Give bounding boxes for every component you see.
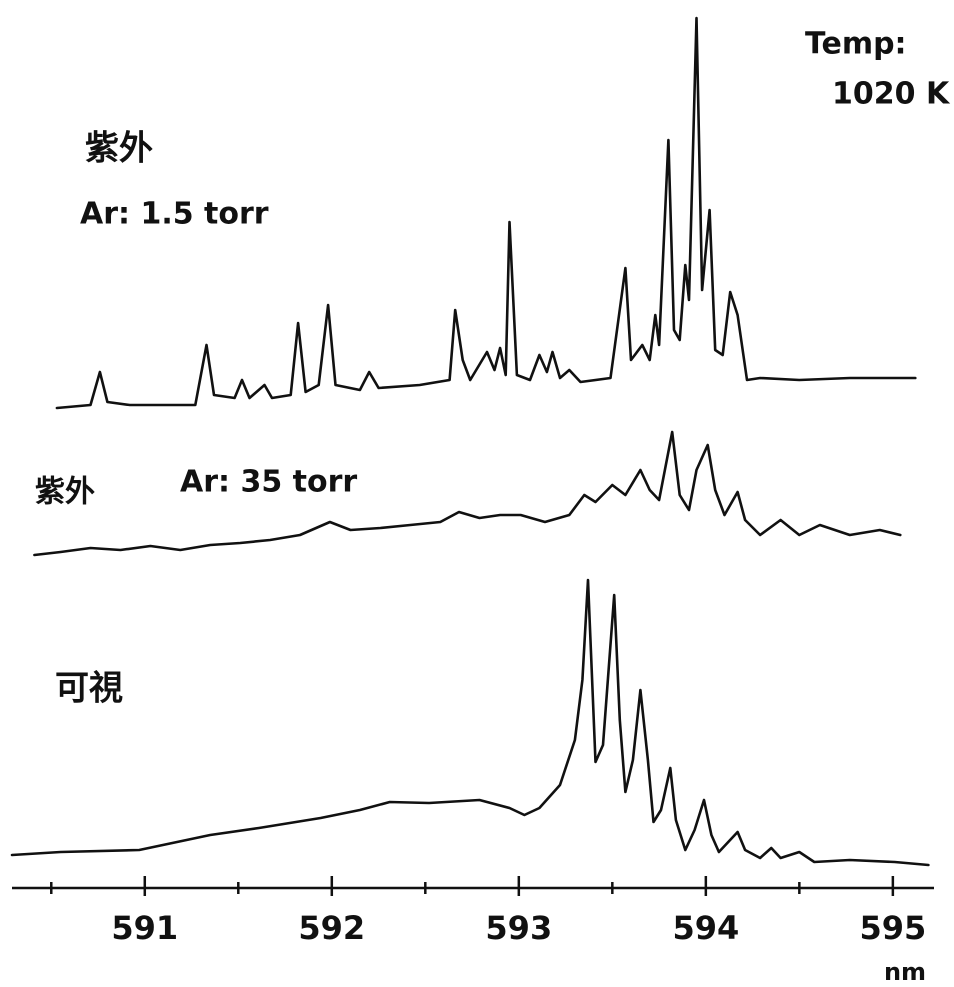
annotation: Temp: [805,27,907,62]
series-label: 紫外 [35,475,95,510]
series-label: 可視 [55,669,123,709]
x-tick-label: 591 [111,909,178,947]
x-tick-label: 595 [859,909,926,947]
spectrum-line [33,430,902,557]
spectrum-line [10,578,930,867]
series-label: 紫外 [85,129,153,169]
x-tick-label: 593 [485,909,552,947]
annotation: 1020 K [832,77,951,112]
series-condition: Ar: 35 torr [180,465,357,500]
series-condition: Ar: 1.5 torr [80,197,269,232]
x-tick-label: 592 [298,909,365,947]
x-axis-label: nm [884,958,926,986]
spectrum-line [55,16,917,410]
x-tick-label: 594 [672,909,739,947]
